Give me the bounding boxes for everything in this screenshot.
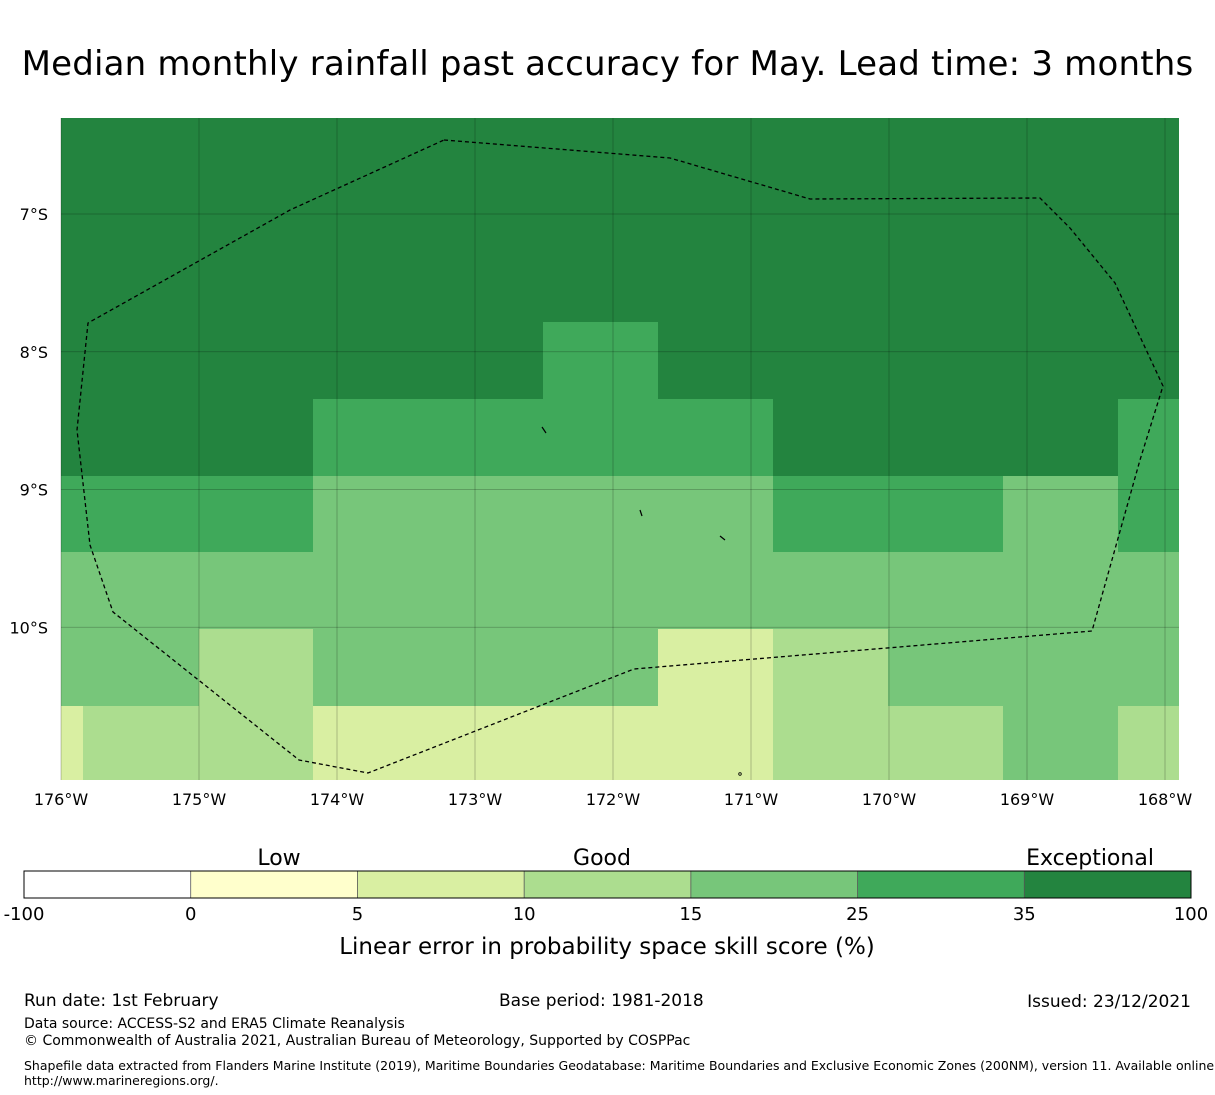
run-date: Run date: 1st February — [24, 991, 219, 1011]
island-outline — [719, 535, 726, 541]
skill-cell — [313, 629, 658, 706]
colorbar-category-label: Low — [257, 846, 300, 871]
island-outline — [738, 772, 742, 776]
skill-cell — [61, 476, 313, 552]
longitude-tick-label: 175°W — [172, 790, 227, 809]
colorbar-tick-label: 0 — [185, 904, 196, 925]
colorbar-segment — [24, 871, 191, 898]
colorbar-segment — [357, 871, 525, 898]
island-outline — [639, 509, 643, 517]
skill-cell — [61, 706, 83, 780]
base-period: Base period: 1981-2018 — [499, 991, 704, 1011]
skill-cell — [658, 629, 773, 706]
colorbar-tick-label: 15 — [679, 904, 702, 925]
colorbar-tick-label: -100 — [4, 904, 45, 925]
skill-cell — [1118, 706, 1179, 780]
graticule — [60, 118, 1179, 780]
latitude-tick-label: 9°S — [20, 481, 48, 500]
colorbar-segment — [524, 871, 691, 898]
latitude-tick-label: 7°S — [20, 205, 48, 224]
longitude-tick-label: 173°W — [448, 790, 503, 809]
island-outline — [541, 426, 547, 434]
colorbar-segment — [857, 871, 1025, 898]
colorbar-tick-label: 5 — [352, 904, 363, 925]
longitude-tick-label: 170°W — [862, 790, 917, 809]
skill-cell — [199, 629, 313, 706]
colorbar-category-label: Exceptional — [1026, 846, 1154, 871]
longitude-tick-label: 168°W — [1138, 790, 1193, 809]
colorbar-tick-label: 25 — [846, 904, 869, 925]
issued-date: Issued: 23/12/2021 — [1027, 992, 1191, 1012]
skill-cell — [61, 552, 1179, 629]
colorbar-tick-label: 10 — [513, 904, 536, 925]
colorbar-tick-label: 100 — [1174, 904, 1208, 925]
longitude-tick-label: 171°W — [724, 790, 779, 809]
skill-cell — [1003, 476, 1118, 552]
skill-cell — [199, 706, 313, 780]
longitude-tick-label: 174°W — [310, 790, 365, 809]
copyright: © Commonwealth of Australia 2021, Austra… — [24, 1033, 691, 1049]
skill-cell — [83, 706, 199, 780]
latitude-tick-label: 8°S — [20, 343, 48, 362]
longitude-tick-label: 176°W — [34, 790, 89, 809]
shapefile-credit-line2: http://www.marineregions.org/. — [24, 1073, 219, 1088]
eez-boundary — [76, 139, 1164, 776]
colorbar-segment — [1024, 871, 1191, 898]
colorbar-segment — [690, 871, 858, 898]
skill-cell — [888, 629, 1179, 706]
skill-cell — [773, 476, 1003, 552]
skill-cell — [773, 629, 888, 706]
skill-cell — [61, 629, 199, 706]
map-title: Median monthly rainfall past accuracy fo… — [21, 44, 1194, 84]
skill-cell — [313, 706, 773, 780]
longitude-tick-label: 172°W — [586, 790, 641, 809]
skill-cell — [1003, 706, 1118, 780]
data-source: Data source: ACCESS-S2 and ERA5 Climate … — [24, 1016, 405, 1032]
skill-cell — [1118, 399, 1179, 476]
colorbar-axis-label: Linear error in probability space skill … — [339, 934, 875, 960]
colorbar-segment — [190, 871, 358, 898]
latitude-tick-label: 10°S — [9, 618, 48, 637]
colorbar: -100 0 5 10 15 25 35 100 Low Good Exceptional Linea… — [4, 846, 1209, 960]
longitude-tick-label: 169°W — [1000, 790, 1055, 809]
skill-cell — [313, 476, 773, 552]
skill-cell — [1118, 476, 1179, 552]
colorbar-frame — [23, 870, 1192, 899]
skill-cell — [543, 322, 658, 400]
skill-grid — [61, 118, 1179, 780]
skill-cell — [773, 706, 1003, 780]
skill-cell — [313, 399, 773, 476]
shapefile-credit-line1: Shapefile data extracted from Flanders M… — [24, 1058, 1215, 1073]
colorbar-category-label: Good — [573, 846, 631, 871]
axis-labels: 7°S 8°S 9°S 10°S 176°W 175°W 174°W 173°W 172°W 17… — [9, 205, 1192, 809]
colorbar-tick-label: 35 — [1013, 904, 1036, 925]
